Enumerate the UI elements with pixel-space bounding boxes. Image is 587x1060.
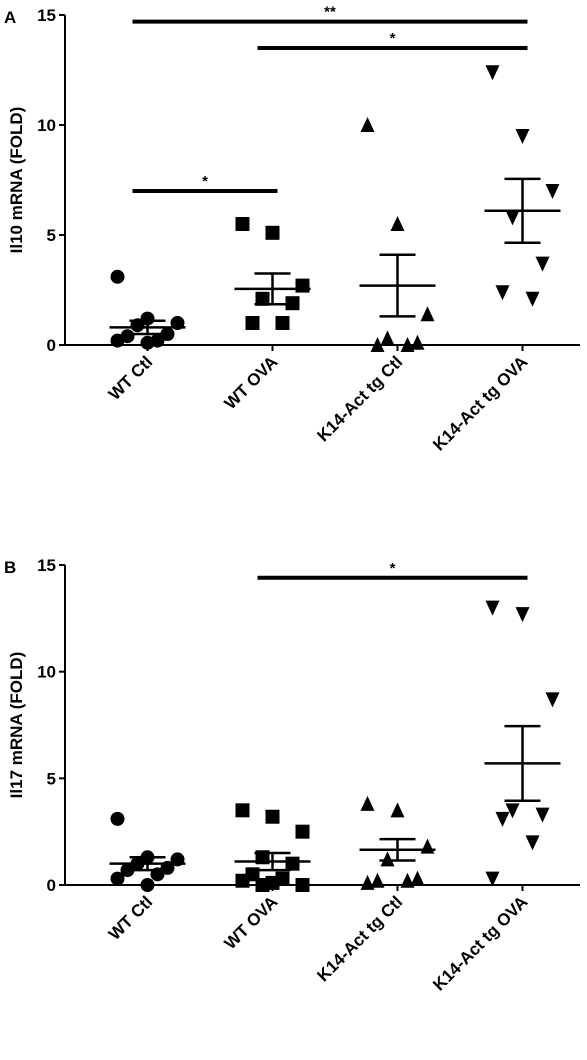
y-axis-label: Il17 mRNA (FOLD) <box>7 652 26 799</box>
data-point <box>110 871 125 886</box>
data-point <box>370 872 385 888</box>
data-point <box>420 306 435 322</box>
data-point <box>235 873 250 888</box>
data-point <box>420 838 435 854</box>
data-point <box>380 851 395 867</box>
data-point <box>295 824 310 839</box>
significance-label: * <box>390 30 396 47</box>
x-tick-label: WT OVA <box>221 892 282 953</box>
y-tick-label: 0 <box>47 876 56 895</box>
significance-label: * <box>390 560 396 577</box>
data-point <box>140 335 155 350</box>
data-point <box>360 874 375 890</box>
x-tick-label: K14-Act tg Ctl <box>313 352 406 445</box>
data-point <box>545 184 560 199</box>
data-point <box>485 65 500 81</box>
data-point <box>410 870 425 886</box>
y-tick-label: 15 <box>37 556 56 575</box>
data-point <box>400 872 415 888</box>
data-point <box>140 311 155 326</box>
data-point <box>110 333 125 348</box>
y-axis-label: Il10 mRNA (FOLD) <box>7 107 26 254</box>
data-point <box>390 802 405 818</box>
panel-label: B <box>4 558 16 577</box>
data-point <box>265 809 280 824</box>
data-point <box>110 269 125 284</box>
data-point <box>380 330 395 346</box>
x-tick-label: K14-Act tg OVA <box>429 352 531 454</box>
y-tick-label: 10 <box>37 116 56 135</box>
data-point <box>505 210 520 226</box>
data-point <box>370 337 385 352</box>
data-point <box>390 216 405 231</box>
data-point <box>485 871 500 887</box>
data-point <box>120 863 135 878</box>
data-point <box>525 835 540 851</box>
data-point <box>265 225 280 240</box>
x-tick-label: WT OVA <box>221 352 282 413</box>
data-point <box>495 285 510 301</box>
data-point <box>285 296 300 311</box>
y-tick-label: 5 <box>47 226 56 245</box>
x-tick-label: K14-Act tg Ctl <box>313 892 406 985</box>
data-point <box>255 878 270 892</box>
data-point <box>295 878 310 892</box>
data-point <box>535 256 550 272</box>
data-point <box>235 803 250 818</box>
x-tick-label: WT Ctl <box>105 892 156 943</box>
data-point <box>140 878 155 892</box>
data-point <box>525 291 540 307</box>
data-point <box>410 334 425 350</box>
data-point <box>535 807 550 823</box>
y-tick-label: 10 <box>37 663 56 682</box>
data-point <box>505 803 520 819</box>
data-point <box>275 316 290 330</box>
data-point <box>485 600 500 616</box>
data-point <box>285 856 300 871</box>
data-point <box>400 337 415 352</box>
data-point <box>110 811 125 826</box>
data-point <box>545 692 560 708</box>
data-point <box>235 217 250 231</box>
data-point <box>160 327 175 341</box>
data-point <box>360 795 375 811</box>
x-tick-label: WT Ctl <box>105 352 156 403</box>
data-point <box>515 129 530 144</box>
data-point <box>295 278 310 293</box>
panel-label: A <box>4 8 16 27</box>
data-point <box>255 291 270 306</box>
significance-label: ** <box>324 4 336 21</box>
significance-label: * <box>202 173 208 190</box>
x-tick-label: K14-Act tg OVA <box>429 892 531 994</box>
data-point <box>360 117 375 132</box>
data-point <box>495 811 510 827</box>
data-point <box>515 607 530 623</box>
y-tick-label: 0 <box>47 336 56 355</box>
data-point <box>245 316 260 330</box>
y-tick-label: 15 <box>37 6 56 25</box>
y-tick-label: 5 <box>47 769 56 788</box>
